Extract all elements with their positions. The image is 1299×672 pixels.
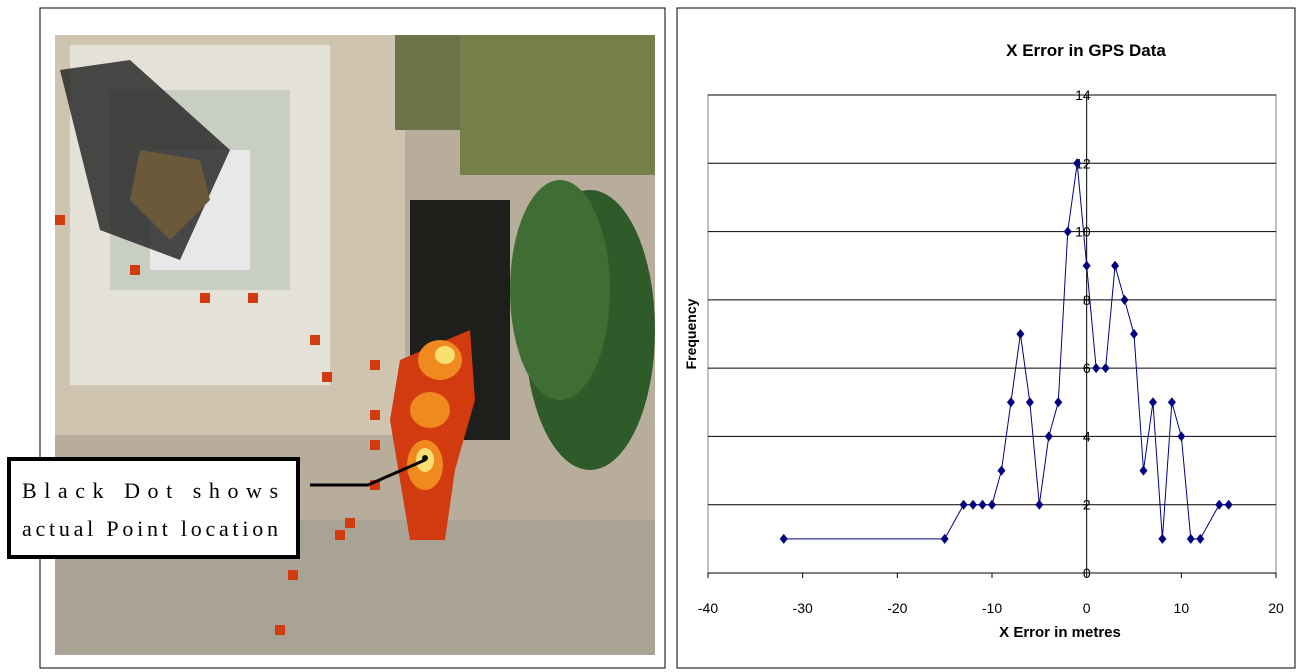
aerial-image bbox=[55, 35, 655, 655]
annotation-box bbox=[9, 459, 298, 557]
x-tick-label: -10 bbox=[982, 600, 1002, 616]
x-tick-label: 20 bbox=[1268, 600, 1284, 616]
x-tick-label: -20 bbox=[887, 600, 907, 616]
x-tick-label: -30 bbox=[793, 600, 813, 616]
chart-title: X Error in GPS Data bbox=[1006, 41, 1166, 60]
x-tick-label: 10 bbox=[1174, 600, 1190, 616]
y-axis-label: Frequency bbox=[683, 298, 699, 369]
page: Black Dot shows actual Point location X … bbox=[0, 0, 1299, 672]
x-tick-label: 0 bbox=[1083, 600, 1091, 616]
y-tick-label: 14 bbox=[1075, 87, 1091, 103]
x-axis-label: X Error in metres bbox=[999, 624, 1121, 641]
x-tick-label: -40 bbox=[698, 600, 718, 616]
